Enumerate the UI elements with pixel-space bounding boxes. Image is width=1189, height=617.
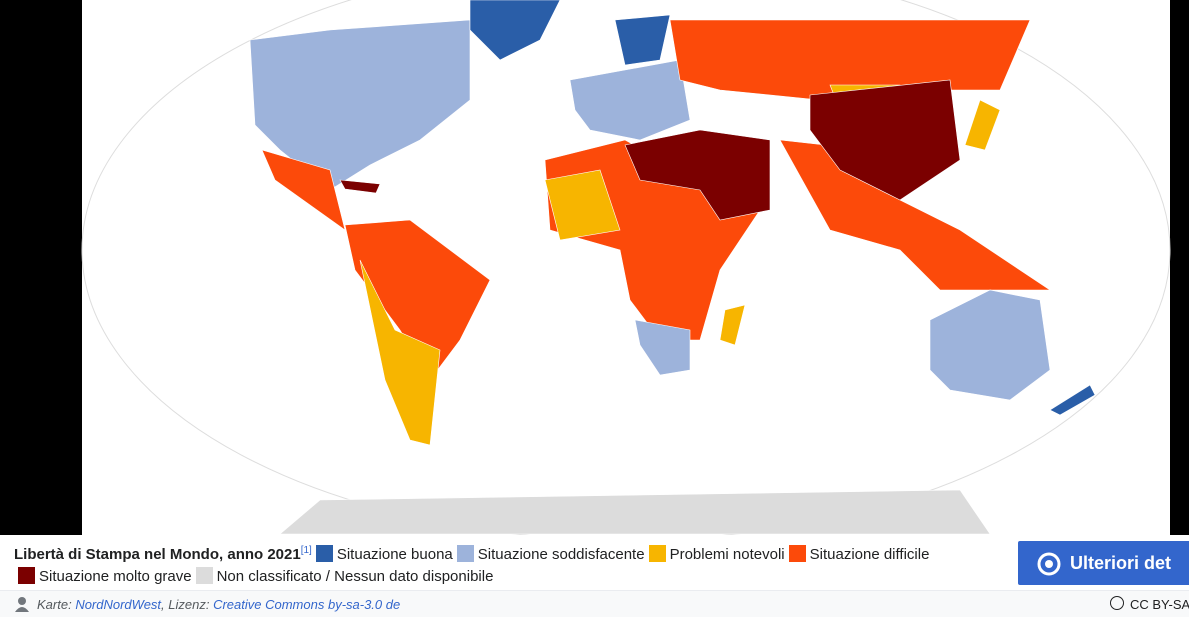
legend: Situazione buona Situazione soddisfacente… xyxy=(14,545,930,585)
madagascar xyxy=(719,304,746,346)
antarctica xyxy=(279,489,991,535)
greenland xyxy=(469,0,561,61)
legend-label: Non classificato / Nessun dato disponibi… xyxy=(216,568,494,585)
southern-cone xyxy=(359,259,441,446)
credit-prefix: Karte: xyxy=(37,597,72,612)
middle-east xyxy=(624,129,771,221)
author-link[interactable]: NordNordWest xyxy=(75,597,162,612)
legend-swatch xyxy=(315,545,333,562)
central-america xyxy=(261,149,346,231)
legend-label: Situazione buona xyxy=(336,546,453,563)
legend-swatch xyxy=(788,545,806,562)
reference[interactable]: [1] xyxy=(300,545,312,556)
credit-mid: , Lizenz: xyxy=(161,597,210,612)
japan xyxy=(964,99,1001,151)
south-america xyxy=(344,219,491,381)
license-link[interactable]: Creative Commons by-sa-3.0 de xyxy=(213,597,401,612)
scandinavia xyxy=(614,14,671,66)
new-zealand xyxy=(1049,384,1096,416)
user-icon xyxy=(15,597,29,612)
left-border xyxy=(0,0,82,535)
world-map xyxy=(0,0,1189,535)
caption: Libertà di Stampa nel Mondo, anno 2021[1… xyxy=(14,540,949,588)
credit-bar: Karte: NordNordWest, Lizenz: Creative Co… xyxy=(0,590,1189,617)
legend-swatch xyxy=(18,567,35,584)
legend-swatch xyxy=(648,545,666,562)
license-badge[interactable]: CC BY-SA xyxy=(1110,591,1189,617)
legend-label: Situazione difficile xyxy=(809,546,930,563)
button-icon xyxy=(1037,552,1061,576)
west-africa xyxy=(544,169,621,241)
regions xyxy=(249,0,1096,535)
legend-label: Situazione molto grave xyxy=(39,568,192,585)
southern-africa xyxy=(634,319,691,376)
more-details-button[interactable]: Ulteriori det xyxy=(1018,541,1189,585)
right-border xyxy=(1170,0,1189,535)
caption-title: Libertà di Stampa nel Mondo, anno 2021 xyxy=(14,546,301,563)
cuba xyxy=(339,179,381,194)
button-label: Ulteriori det xyxy=(1070,553,1172,573)
legend-swatch xyxy=(456,545,474,562)
china xyxy=(809,79,961,201)
legend-label: Problemi notevoli xyxy=(669,546,785,563)
north-america xyxy=(249,19,471,191)
legend-label: Situazione soddisfacente xyxy=(477,546,645,563)
legend-swatch xyxy=(195,567,213,584)
badge-label: CC BY-SA xyxy=(1130,597,1189,612)
australia xyxy=(929,289,1051,401)
